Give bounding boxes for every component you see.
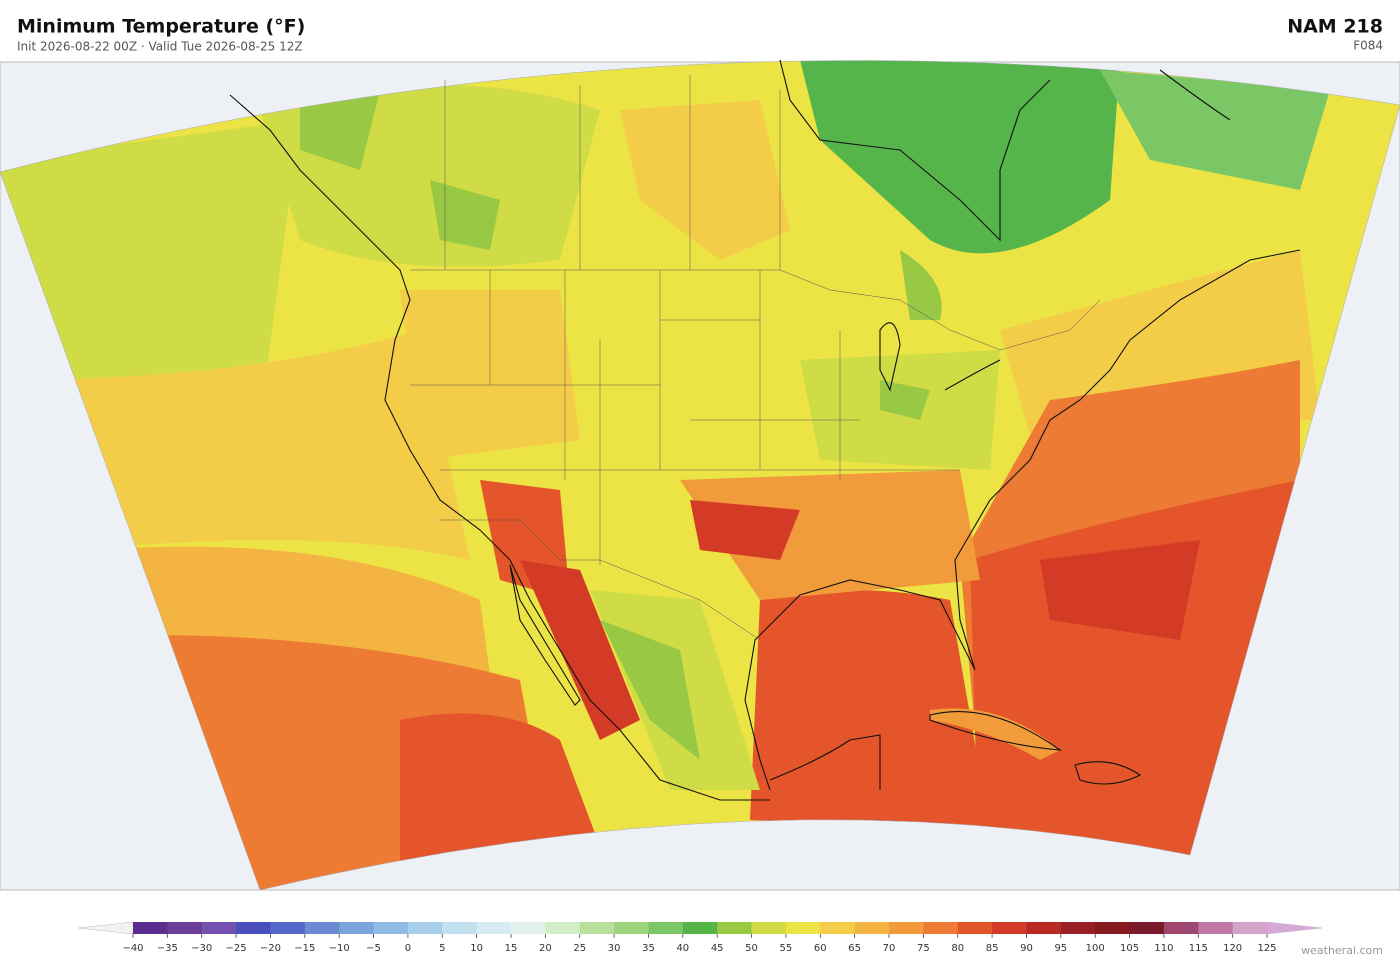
colorbar-bin bbox=[1095, 922, 1130, 934]
colorbar-tick-label: 90 bbox=[1020, 943, 1033, 954]
colorbar-bin bbox=[923, 922, 959, 934]
colorbar-tick-label: −10 bbox=[329, 943, 350, 954]
colorbar-bin bbox=[957, 922, 993, 934]
colorbar-bin bbox=[682, 922, 718, 934]
colorbar-bin bbox=[133, 922, 168, 934]
colorbar-bin bbox=[167, 922, 203, 934]
colorbar-bin bbox=[751, 922, 787, 934]
colorbar-tick-label: 10 bbox=[470, 943, 483, 954]
colorbar-bin bbox=[614, 922, 649, 934]
colorbar-bin bbox=[304, 922, 340, 934]
colorbar-bin bbox=[511, 922, 546, 934]
colorbar-bin bbox=[1163, 922, 1199, 934]
colorbar: −40 −35 −30 −25 −20 −15 −10 −5 0 5 10 15 20 25 30 35 40 4… bbox=[77, 921, 1323, 954]
colorbar-tick-label: 40 bbox=[676, 943, 689, 954]
borders bbox=[410, 75, 1101, 641]
colorbar-tick-label: 120 bbox=[1223, 943, 1242, 954]
colorbar-bin bbox=[992, 922, 1027, 934]
colorbar-tick-label: −25 bbox=[226, 943, 247, 954]
colorbar-tick-label: 55 bbox=[780, 943, 793, 954]
colorbar-tick-label: −40 bbox=[122, 943, 143, 954]
colorbar-bin bbox=[648, 922, 684, 934]
colorbar-tick-label: 35 bbox=[642, 943, 655, 954]
colorbar-under bbox=[77, 921, 134, 935]
colorbar-bin bbox=[1198, 922, 1234, 934]
colorbar-tick-label: 110 bbox=[1154, 943, 1173, 954]
colorbar-bin bbox=[1060, 922, 1096, 934]
colorbar-tick-label: 25 bbox=[573, 943, 586, 954]
colorbar-bin bbox=[442, 922, 478, 934]
colorbar-bin bbox=[889, 922, 924, 934]
colorbar-tick-label: 100 bbox=[1086, 943, 1105, 954]
colorbar-tick-label: 0 bbox=[405, 943, 411, 954]
colorbar-bin bbox=[785, 922, 821, 934]
colorbar-tick-label: 80 bbox=[951, 943, 964, 954]
title: Minimum Temperature (°F) bbox=[17, 16, 305, 38]
colorbar-tick-label: 60 bbox=[814, 943, 827, 954]
colorbar-bin bbox=[373, 922, 409, 934]
colorbar-tick-label: 125 bbox=[1257, 943, 1276, 954]
colorbar-tick-label: 105 bbox=[1120, 943, 1139, 954]
watermark: weatherai.com bbox=[1301, 944, 1383, 957]
colorbar-bin bbox=[407, 922, 443, 934]
colorbar-tick-label: 85 bbox=[986, 943, 999, 954]
colorbar-bin bbox=[476, 922, 512, 934]
colorbar-over bbox=[1266, 921, 1323, 935]
colorbar-tick-label: 5 bbox=[439, 943, 445, 954]
colorbar-tick-label: −35 bbox=[157, 943, 178, 954]
colorbar-tick-label: 75 bbox=[917, 943, 930, 954]
colorbar-tick-label: −15 bbox=[294, 943, 315, 954]
forecast-hour: F084 bbox=[1353, 39, 1383, 53]
colorbar-tick-label: 115 bbox=[1189, 943, 1208, 954]
colorbar-tick-label: −5 bbox=[366, 943, 381, 954]
colorbar-bin bbox=[717, 922, 752, 934]
subtitle: Init 2026-08-22 00Z · Valid Tue 2026-08-… bbox=[17, 40, 303, 54]
colorbar-bin bbox=[545, 922, 581, 934]
colorbar-tick-label: 15 bbox=[505, 943, 518, 954]
colorbar-bin bbox=[820, 922, 856, 934]
colorbar-tick-label: 45 bbox=[711, 943, 724, 954]
colorbar-bin bbox=[854, 922, 890, 934]
colorbar-tick-label: 50 bbox=[745, 943, 758, 954]
colorbar-tick-label: 65 bbox=[848, 943, 861, 954]
map bbox=[0, 59, 1400, 891]
colorbar-bin bbox=[579, 922, 615, 934]
colorbar-bin bbox=[201, 922, 237, 934]
colorbar-bin bbox=[236, 922, 271, 934]
colorbar-tick-label: 95 bbox=[1054, 943, 1067, 954]
colorbar-tick-label: 20 bbox=[539, 943, 552, 954]
colorbar-tick-label: 30 bbox=[608, 943, 621, 954]
colorbar-tick-label: 70 bbox=[883, 943, 896, 954]
colorbar-tick-label: −20 bbox=[260, 943, 281, 954]
colorbar-bin bbox=[339, 922, 374, 934]
model-name: NAM 218 bbox=[1287, 16, 1383, 38]
colorbar-bin bbox=[1129, 922, 1165, 934]
colorbar-bin bbox=[1232, 922, 1268, 934]
colorbar-tick-label: −30 bbox=[191, 943, 212, 954]
coastlines bbox=[229, 59, 1301, 801]
colorbar-bin bbox=[1026, 922, 1062, 934]
colorbar-bin bbox=[270, 922, 306, 934]
